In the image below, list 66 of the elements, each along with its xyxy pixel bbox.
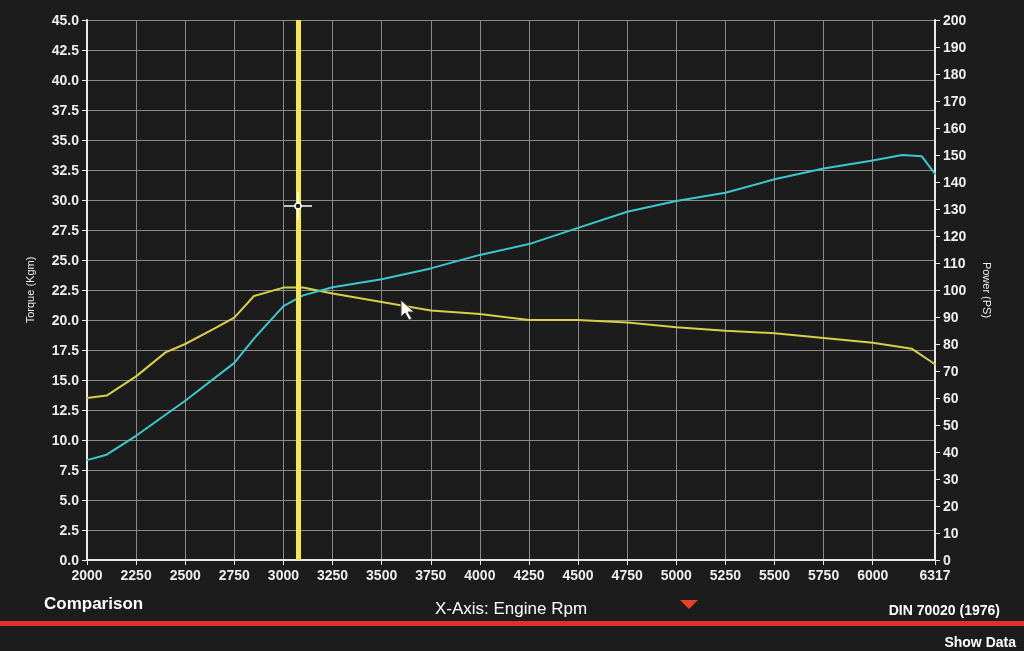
y2-tick-label: 10 <box>943 525 959 541</box>
y-tick-label: 45.0 <box>51 12 80 28</box>
y-axis-title: Torque (Kgm) <box>23 256 36 324</box>
x-tick-label: 3250 <box>316 567 349 583</box>
y2-tick-label: 150 <box>943 147 967 163</box>
y2-tick-label: 110 <box>943 255 966 271</box>
x-tick-label: 4000 <box>464 567 496 583</box>
y2-tick-label: 100 <box>943 282 967 298</box>
x-tick-label: 4250 <box>513 567 545 583</box>
y-tick-label: 7.5 <box>59 462 80 478</box>
y2-tick-label: 140 <box>943 174 967 190</box>
y-tick-label: 17.5 <box>51 342 80 358</box>
y-tick-label: 5.0 <box>59 492 80 508</box>
y2-tick-label: 0 <box>943 552 951 568</box>
y-tick-label: 25.0 <box>51 252 80 268</box>
x-axis-title: X-Axis: Engine Rpm <box>434 599 588 618</box>
x-tick-label: 3750 <box>415 567 447 583</box>
y-tick-label: 37.5 <box>51 102 80 118</box>
x-tick-label: 4500 <box>562 567 594 583</box>
y2-tick-label: 160 <box>943 120 967 136</box>
y2-tick-label: 120 <box>943 228 967 244</box>
text: DIN 70020 (1976) <box>888 602 1000 618</box>
x-tick-label: 5500 <box>758 567 791 583</box>
y-tick-label: 22.5 <box>51 282 80 298</box>
y2-tick-label: 30 <box>943 471 959 487</box>
y2-tick-label: 20 <box>943 498 959 514</box>
y-tick-label: 12.5 <box>51 402 80 418</box>
y-tick-label: 10.0 <box>51 432 80 448</box>
y-tick-label: 30.0 <box>51 192 80 208</box>
line-series <box>86 154 936 462</box>
x-tick-label: 2750 <box>218 567 251 583</box>
x-tick-label: 2500 <box>169 567 201 583</box>
y2-axis-title: Power (PS) <box>980 261 993 319</box>
x-tick-label: 5000 <box>660 567 693 583</box>
x-tick-label: 2000 <box>71 567 103 583</box>
y2-tick-label: 60 <box>943 390 959 406</box>
x-tick-label: 5250 <box>709 567 742 583</box>
y-tick-label: 40.0 <box>51 72 80 88</box>
y2-tick-label: 130 <box>943 201 967 217</box>
text: Comparison <box>44 594 144 614</box>
y2-tick-label: 50 <box>943 417 959 433</box>
x-tick-label: 4750 <box>611 567 643 583</box>
y-tick-label: 2.5 <box>59 522 80 538</box>
y-tick-label: 0.0 <box>59 552 80 568</box>
line-series <box>86 286 936 399</box>
y2-tick-label: 170 <box>943 93 967 109</box>
x-tick-label: 3000 <box>267 567 300 583</box>
x-tick-label: 2250 <box>120 567 152 583</box>
y-tick-label: 32.5 <box>51 162 80 178</box>
x-tick-label: 5750 <box>808 567 840 583</box>
y2-tick-label: 90 <box>943 309 959 325</box>
y-tick-label: 27.5 <box>51 222 80 238</box>
y2-tick-label: 190 <box>943 39 967 55</box>
y2-tick-label: 200 <box>943 12 967 28</box>
y-tick-label: 35.0 <box>51 132 80 148</box>
y-tick-label: 15.0 <box>51 372 80 388</box>
x-tick-label: 6000 <box>857 567 889 583</box>
y2-tick-label: 70 <box>943 363 959 379</box>
y2-tick-label: 180 <box>943 66 967 82</box>
y2-tick-label: 80 <box>943 336 959 352</box>
x-tick-label: 6317 <box>919 567 951 583</box>
y-tick-label: 20.0 <box>51 312 80 328</box>
x-tick-label: 3500 <box>366 567 398 583</box>
y2-tick-label: 40 <box>943 444 959 460</box>
y-tick-label: 42.5 <box>51 42 80 58</box>
text: Show Data <box>944 634 1016 650</box>
